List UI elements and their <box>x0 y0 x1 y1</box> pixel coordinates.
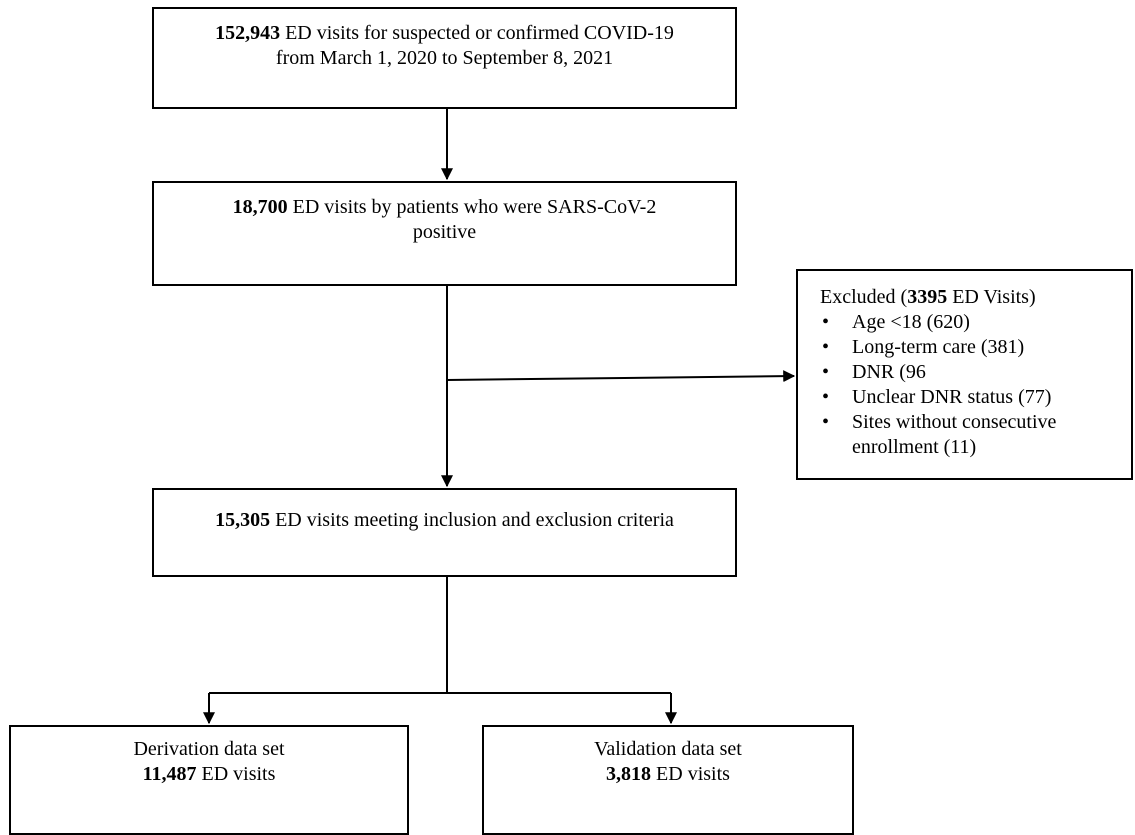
excluded-title: Excluded (3395 ED Visits) <box>820 285 1123 310</box>
bullet-icon: • <box>822 386 830 408</box>
validation-set-count: 3,818 <box>606 763 652 785</box>
source-visits-box: 152,943 ED visits for suspected or confi… <box>152 7 737 109</box>
excluded-prefix: Excluded ( <box>820 286 908 308</box>
bullet-icon: • <box>822 311 830 333</box>
bullet-icon: • <box>822 361 830 383</box>
derivation-set-line2: 11,487 ED visits <box>11 762 407 787</box>
bullet-icon: • <box>822 411 830 433</box>
eligible-visits-line1: 15,305 ED visits meeting inclusion and e… <box>154 508 735 533</box>
validation-set-title: Validation data set <box>594 738 742 760</box>
positive-visits-box: 18,700 ED visits by patients who were SA… <box>152 181 737 286</box>
eligible-visits-box: 15,305 ED visits meeting inclusion and e… <box>152 488 737 577</box>
eligible-visits-count: 15,305 <box>215 509 271 531</box>
validation-set-text: ED visits <box>651 763 730 785</box>
source-visits-line2: from March 1, 2020 to September 8, 2021 <box>275 47 614 69</box>
excluded-item-label: DNR (96 <box>852 361 926 383</box>
excluded-item-label: Unclear DNR status (77) <box>852 386 1052 408</box>
positive-visits-count: 18,700 <box>232 196 288 218</box>
positive-visits-line1: 18,700 ED visits by patients who were SA… <box>154 195 735 220</box>
derivation-set-title: Derivation data set <box>133 738 285 760</box>
derivation-set-text: ED visits <box>196 763 276 785</box>
bullet-icon: • <box>822 336 830 358</box>
eligible-visits-text: ED visits meeting inclusion and exclusio… <box>270 509 674 531</box>
source-visits-line1: 152,943 ED visits for suspected or confi… <box>154 21 735 46</box>
excluded-list: • Age <18 (620) • Long-term care (381) • DN… <box>820 310 1123 460</box>
derivation-set-box: Derivation data set 11,487 ED visits <box>9 725 409 835</box>
positive-visits-line2: positive <box>412 221 477 243</box>
source-visits-text: ED visits for suspected or confirmed COV… <box>280 22 674 44</box>
excluded-item: • DNR (96 <box>820 360 1123 385</box>
excluded-item-label: Long-term care (381) <box>852 336 1025 358</box>
excluded-item: • Age <18 (620) <box>820 310 1123 335</box>
excluded-item-label: Age <18 (620) <box>852 311 970 333</box>
excluded-suffix: ED Visits) <box>947 286 1036 308</box>
excluded-box: Excluded (3395 ED Visits) • Age <18 (620)… <box>796 269 1133 480</box>
excluded-item-label: Sites without consecutive enrollment (11… <box>852 411 1057 458</box>
excluded-item: • Unclear DNR status (77) <box>820 385 1123 410</box>
excluded-count: 3395 <box>907 286 948 308</box>
source-visits-count: 152,943 <box>215 22 281 44</box>
excluded-item: • Sites without consecutive enrollment (1… <box>820 410 1123 460</box>
arrow-to-excluded <box>446 370 796 383</box>
excluded-item: • Long-term care (381) <box>820 335 1123 360</box>
positive-visits-text: ED visits by patients who were SARS-CoV-… <box>287 196 657 218</box>
derivation-set-count: 11,487 <box>142 763 197 785</box>
validation-set-line2: 3,818 ED visits <box>484 762 852 787</box>
